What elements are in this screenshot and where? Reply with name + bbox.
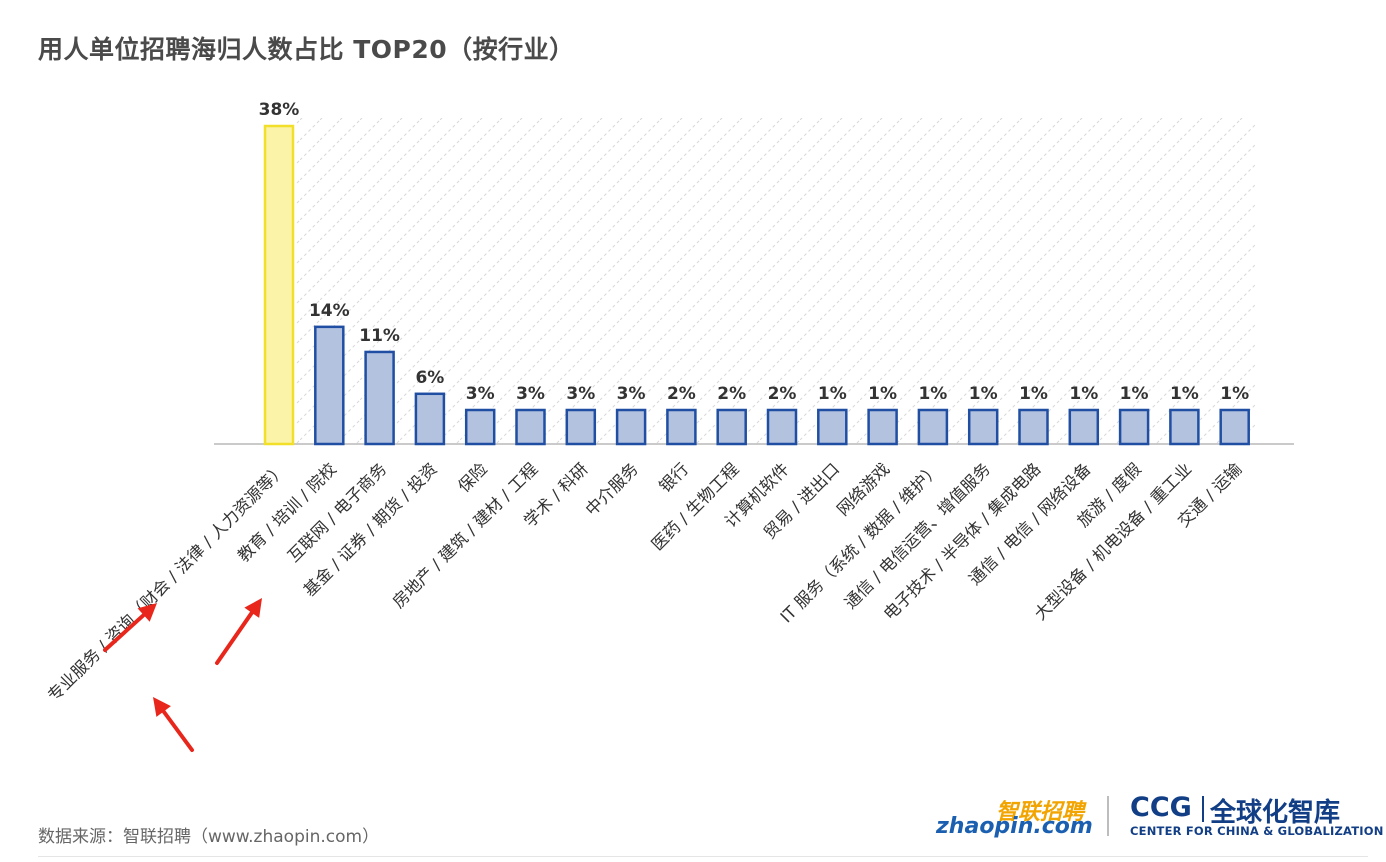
bar-value-label-7: 3% <box>617 384 646 404</box>
bar-value-label-0: 38% <box>259 100 300 120</box>
data-source-note: 数据来源：智联招聘（www.zhaopin.com） <box>38 827 380 847</box>
zhaopin-logo-en: zhaopin.com <box>936 814 1093 839</box>
bar-value-label-11: 1% <box>818 384 847 404</box>
ccg-logo-cn: 全球化智库 <box>1210 798 1341 828</box>
bar-12 <box>867 408 898 446</box>
ccg-logo-separator <box>1202 796 1204 822</box>
red-arrow-0 <box>103 603 157 652</box>
ccg-logo-abbr: CCG <box>1130 792 1192 823</box>
category-label-8: 银行 <box>655 459 692 496</box>
bar-9 <box>716 408 747 446</box>
bar-value-label-12: 1% <box>868 384 897 404</box>
category-label-7: 中介服务 <box>582 459 642 519</box>
bar-17 <box>1118 408 1150 446</box>
bar-value-label-14: 1% <box>969 384 998 404</box>
bar-5 <box>515 408 546 446</box>
ccg-logo-en: CENTER FOR CHINA & GLOBALIZATION <box>1130 824 1384 838</box>
bar-value-label-2: 11% <box>359 326 400 346</box>
bar-13 <box>917 408 949 446</box>
bar-value-label-9: 2% <box>717 384 746 404</box>
bar-7 <box>615 408 647 446</box>
bar-value-label-1: 14% <box>309 301 350 321</box>
bar-11 <box>817 408 848 446</box>
bar-16 <box>1068 408 1100 446</box>
bar-value-label-4: 3% <box>466 384 495 404</box>
logo-divider <box>1107 796 1109 836</box>
bar-6 <box>565 408 597 446</box>
bar-18 <box>1169 408 1200 446</box>
bar-value-label-6: 3% <box>566 384 595 404</box>
annotation-arrows <box>103 598 262 752</box>
bar-15 <box>1018 408 1049 446</box>
bar-chart: 38%专业服务 / 咨询（财会 / 法律 / 人力资源等）14%教育 / 培训 … <box>44 100 1294 752</box>
hatch-background <box>296 118 1256 444</box>
bar-19 <box>1219 408 1250 446</box>
chart-title: 用人单位招聘海归人数占比 TOP20（按行业） <box>38 35 575 64</box>
bar-1 <box>314 325 345 446</box>
zhaopin-logo-cn: 智联招聘 <box>996 800 1085 825</box>
bar-value-label-18: 1% <box>1170 384 1199 404</box>
bar-value-label-16: 1% <box>1069 384 1098 404</box>
bar-2 <box>364 350 395 446</box>
bar-value-label-8: 2% <box>667 384 696 404</box>
bar-4 <box>464 408 496 446</box>
bar-8 <box>666 408 697 446</box>
red-arrow-2 <box>153 697 194 752</box>
category-label-9: 医药 / 生物工程 <box>648 459 743 554</box>
ccg-logo: CCG 全球化智库 CENTER FOR CHINA & GLOBALIZATI… <box>1130 792 1383 842</box>
bar-14 <box>967 408 999 446</box>
bar-value-label-19: 1% <box>1220 384 1249 404</box>
category-label-0: 专业服务 / 咨询（财会 / 法律 / 人力资源等） <box>44 459 290 705</box>
bar-value-label-5: 3% <box>516 384 545 404</box>
bar-value-label-13: 1% <box>918 384 947 404</box>
bar-value-label-10: 2% <box>768 384 797 404</box>
bar-value-label-3: 6% <box>415 368 444 388</box>
footer-divider <box>38 856 1368 857</box>
category-label-4: 保险 <box>454 459 491 496</box>
zhaopin-logo: 智联招聘 zhaopin.com <box>936 794 1096 844</box>
bar-value-label-17: 1% <box>1120 384 1149 404</box>
red-arrow-1 <box>215 598 262 665</box>
bar-0 <box>263 124 295 446</box>
bar-3 <box>414 392 446 446</box>
bar-value-label-15: 1% <box>1019 384 1048 404</box>
bar-10 <box>766 408 798 446</box>
